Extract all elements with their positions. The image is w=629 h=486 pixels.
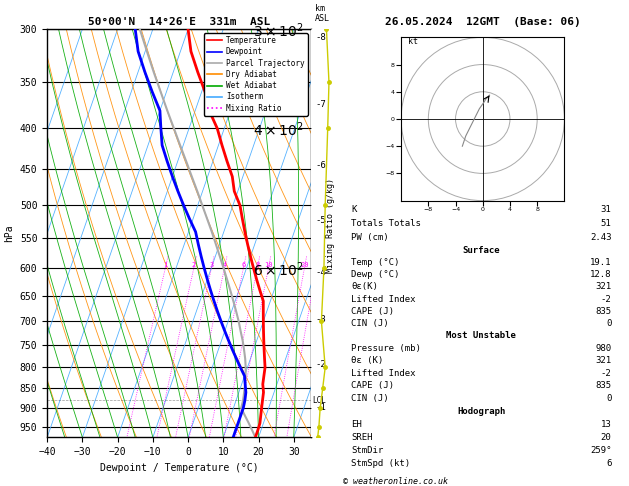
Text: Lifted Index: Lifted Index bbox=[351, 295, 416, 304]
Text: 0: 0 bbox=[606, 319, 611, 328]
Text: -6: -6 bbox=[315, 161, 326, 170]
Text: EH: EH bbox=[351, 420, 362, 429]
Text: -4: -4 bbox=[315, 268, 326, 277]
Text: 2: 2 bbox=[192, 262, 196, 268]
Text: 1: 1 bbox=[163, 262, 167, 268]
Text: 50°00'N  14°26'E  331m  ASL: 50°00'N 14°26'E 331m ASL bbox=[88, 17, 270, 27]
Text: 20: 20 bbox=[300, 262, 309, 268]
Text: -5: -5 bbox=[315, 216, 326, 226]
Text: 0: 0 bbox=[606, 394, 611, 403]
Text: -2: -2 bbox=[601, 369, 611, 378]
Text: 835: 835 bbox=[595, 307, 611, 316]
Text: CIN (J): CIN (J) bbox=[351, 319, 389, 328]
Text: 259°: 259° bbox=[590, 446, 611, 455]
Text: -3: -3 bbox=[315, 315, 326, 324]
Text: CAPE (J): CAPE (J) bbox=[351, 382, 394, 390]
Text: km
ASL: km ASL bbox=[315, 4, 330, 23]
Y-axis label: hPa: hPa bbox=[4, 225, 14, 242]
Text: SREH: SREH bbox=[351, 433, 372, 442]
Text: © weatheronline.co.uk: © weatheronline.co.uk bbox=[343, 477, 448, 486]
Text: θε (K): θε (K) bbox=[351, 356, 383, 365]
Text: 321: 321 bbox=[595, 356, 611, 365]
Text: StmDir: StmDir bbox=[351, 446, 383, 455]
Text: K: K bbox=[351, 206, 357, 214]
Text: 4: 4 bbox=[222, 262, 226, 268]
Text: Temp (°C): Temp (°C) bbox=[351, 258, 399, 267]
Text: -8: -8 bbox=[315, 33, 326, 42]
Text: Pressure (mb): Pressure (mb) bbox=[351, 344, 421, 353]
Text: 13: 13 bbox=[601, 420, 611, 429]
Text: 6: 6 bbox=[242, 262, 245, 268]
Text: Surface: Surface bbox=[462, 246, 500, 255]
Text: -2: -2 bbox=[315, 360, 326, 369]
Text: CAPE (J): CAPE (J) bbox=[351, 307, 394, 316]
Text: Dewp (°C): Dewp (°C) bbox=[351, 270, 399, 279]
Text: Hodograph: Hodograph bbox=[457, 407, 505, 416]
Text: 19.1: 19.1 bbox=[590, 258, 611, 267]
Legend: Temperature, Dewpoint, Parcel Trajectory, Dry Adiabat, Wet Adiabat, Isotherm, Mi: Temperature, Dewpoint, Parcel Trajectory… bbox=[204, 33, 308, 116]
Text: 2.43: 2.43 bbox=[590, 233, 611, 242]
Text: 3: 3 bbox=[209, 262, 214, 268]
Text: 10: 10 bbox=[264, 262, 272, 268]
X-axis label: Dewpoint / Temperature (°C): Dewpoint / Temperature (°C) bbox=[100, 463, 259, 473]
Text: 321: 321 bbox=[595, 282, 611, 292]
Text: 8: 8 bbox=[255, 262, 259, 268]
Text: 980: 980 bbox=[595, 344, 611, 353]
Text: -7: -7 bbox=[315, 100, 326, 109]
Text: LCL: LCL bbox=[313, 396, 326, 405]
Text: 20: 20 bbox=[601, 433, 611, 442]
Text: θε(K): θε(K) bbox=[351, 282, 378, 292]
Text: 835: 835 bbox=[595, 382, 611, 390]
Text: Lifted Index: Lifted Index bbox=[351, 369, 416, 378]
Text: 51: 51 bbox=[601, 219, 611, 228]
Text: 26.05.2024  12GMT  (Base: 06): 26.05.2024 12GMT (Base: 06) bbox=[385, 17, 581, 27]
Text: CIN (J): CIN (J) bbox=[351, 394, 389, 403]
Text: StmSpd (kt): StmSpd (kt) bbox=[351, 459, 410, 469]
Text: 31: 31 bbox=[601, 206, 611, 214]
Text: 6: 6 bbox=[606, 459, 611, 469]
Text: Mixing Ratio (g/kg): Mixing Ratio (g/kg) bbox=[326, 178, 335, 273]
Text: -2: -2 bbox=[601, 295, 611, 304]
Text: Most Unstable: Most Unstable bbox=[446, 331, 516, 340]
Text: -1: -1 bbox=[315, 403, 326, 412]
Text: Totals Totals: Totals Totals bbox=[351, 219, 421, 228]
Text: kt: kt bbox=[408, 37, 418, 46]
Text: 12.8: 12.8 bbox=[590, 270, 611, 279]
Text: PW (cm): PW (cm) bbox=[351, 233, 389, 242]
